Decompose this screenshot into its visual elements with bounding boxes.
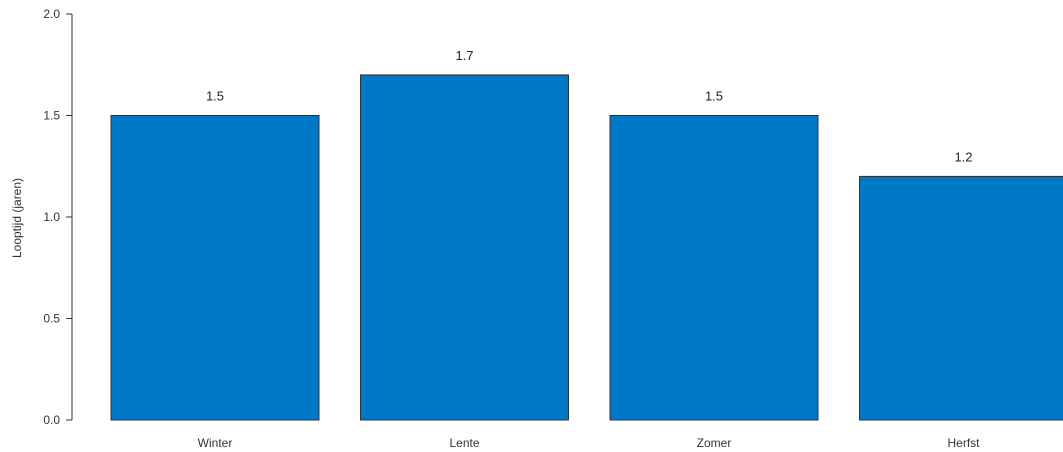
- data-label: 1.7: [455, 48, 473, 63]
- x-tick-label: Winter: [198, 436, 233, 450]
- bar-lente: [360, 74, 569, 421]
- y-ticks: 0.0 0.5 1.0 1.5 2.0: [43, 7, 72, 427]
- y-tick-label: 1.5: [43, 109, 60, 123]
- bar-herfst: [859, 175, 1063, 421]
- bars: [110, 74, 1063, 421]
- x-tick-label: Lente: [449, 436, 479, 450]
- data-labels: 1.5 1.7 1.5 1.2: [206, 48, 973, 164]
- x-tick-label: Herfst: [947, 436, 980, 450]
- y-tick-label: 0.5: [43, 312, 60, 326]
- x-labels: Winter Lente Zomer Herfst: [198, 436, 980, 450]
- y-tick-label: 0.0: [43, 413, 60, 427]
- data-label: 1.5: [206, 89, 224, 104]
- data-label: 1.2: [954, 149, 972, 164]
- bar-zomer: [609, 115, 819, 421]
- y-tick-label: 1.0: [43, 210, 60, 224]
- data-label: 1.5: [705, 89, 723, 104]
- y-axis-title: Looptijd (jaren): [10, 178, 24, 258]
- y-tick-label: 2.0: [43, 7, 60, 21]
- bar-winter: [110, 115, 320, 421]
- x-tick-label: Zomer: [697, 436, 732, 450]
